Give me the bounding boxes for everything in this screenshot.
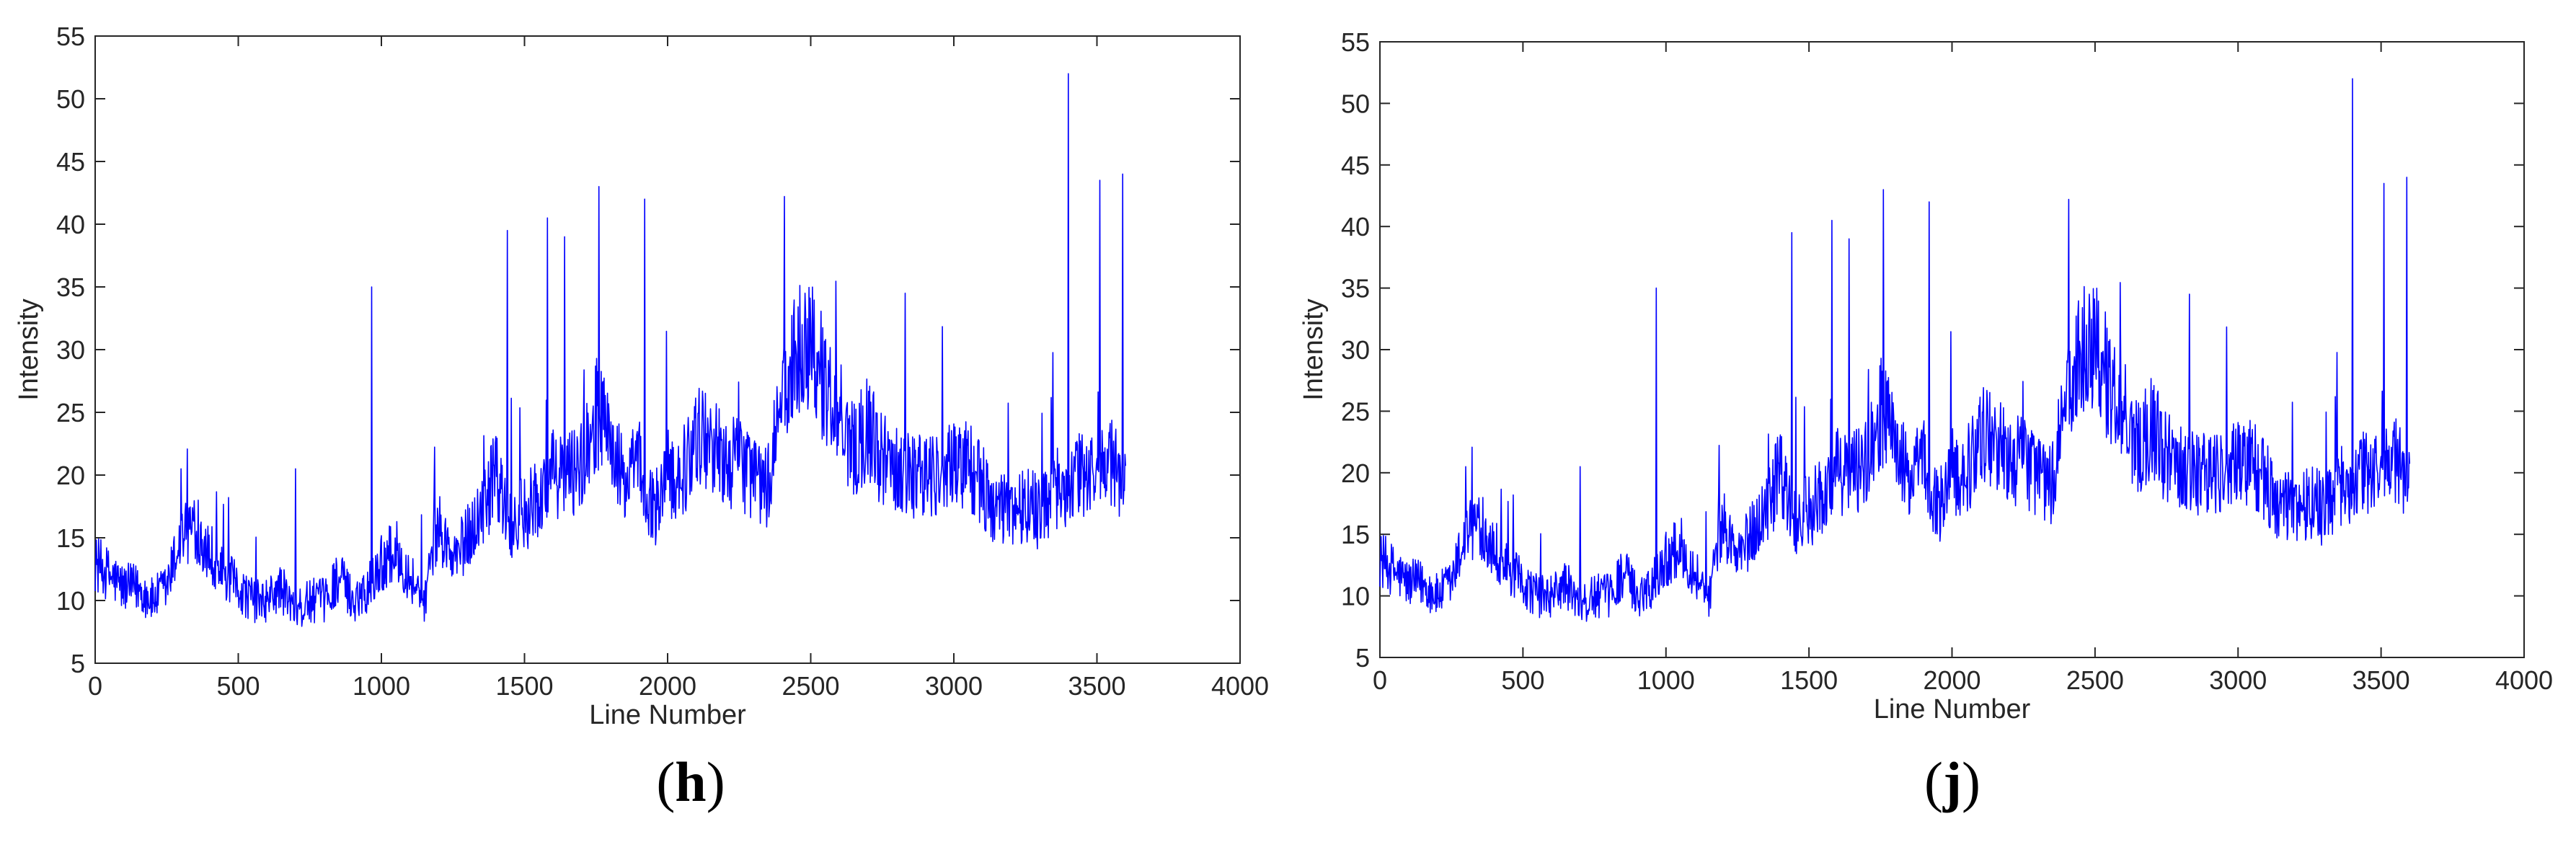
y-tick-label: 20 <box>56 461 85 490</box>
y-tick-label: 45 <box>56 147 85 177</box>
y-tick-label: 5 <box>71 649 85 678</box>
y-tick-label: 30 <box>56 335 85 365</box>
y-axis-label: Intensity <box>1298 298 1329 401</box>
x-tick-label: 2500 <box>782 671 839 701</box>
x-tick-label: 500 <box>216 671 260 701</box>
y-tick-label: 30 <box>1341 335 1370 365</box>
x-tick-label: 1000 <box>1637 665 1695 695</box>
y-tick-label: 25 <box>56 398 85 427</box>
x-tick-label: 3500 <box>2353 665 2410 695</box>
x-axis-label: Line Number <box>1874 694 2031 724</box>
x-axis-label: Line Number <box>589 700 746 730</box>
x-tick-label: 1000 <box>353 671 410 701</box>
plot-area <box>1379 41 2525 658</box>
x-tick-label: 0 <box>1373 665 1387 695</box>
intensity-series-line <box>94 73 1126 627</box>
x-tick-label: 2000 <box>1923 665 1980 695</box>
x-tick-label: 2000 <box>639 671 696 701</box>
y-axis-label: Intensity <box>14 298 44 401</box>
y-tick-label: 40 <box>56 210 85 239</box>
panel-h: 0 500 1000 1500 2000 2500 3000 3500 4000 5 10 15 20 2… <box>14 22 1269 813</box>
intensity-chart-j: 0 500 1000 1500 2000 2500 3000 3500 4000 5 10 15 20 2… <box>1298 27 2553 724</box>
y-tick-label: 35 <box>56 272 85 302</box>
x-tick-label: 3000 <box>2209 665 2267 695</box>
y-tick-label: 50 <box>1341 89 1370 118</box>
intensity-chart-h: 0 500 1000 1500 2000 2500 3000 3500 4000 5 10 15 20 2… <box>14 22 1269 730</box>
y-tick-label: 50 <box>56 84 85 114</box>
x-tick-label: 1500 <box>1780 665 1838 695</box>
y-tick-label: 40 <box>1341 212 1370 241</box>
x-tick-label: 3500 <box>1068 671 1125 701</box>
x-tick-label: 500 <box>1501 665 1544 695</box>
y-tick-label: 10 <box>56 586 85 616</box>
y-tick-label: 55 <box>56 22 85 51</box>
x-tick-label: 3000 <box>925 671 983 701</box>
panel-caption-j: (j) <box>1924 750 1980 813</box>
plot-area <box>94 35 1241 664</box>
x-tick-label: 4000 <box>2495 665 2553 695</box>
y-tick-label: 25 <box>1341 396 1370 426</box>
x-tick-label: 1500 <box>495 671 553 701</box>
panel-j: 0 500 1000 1500 2000 2500 3000 3500 4000 5 10 15 20 2… <box>1288 0 2576 842</box>
y-tick-label: 15 <box>56 523 85 553</box>
y-tick-label: 5 <box>1355 643 1370 673</box>
y-tick-label: 15 <box>1341 520 1370 549</box>
x-tick-label: 0 <box>88 671 102 701</box>
x-tick-label: 4000 <box>1211 671 1269 701</box>
intensity-series-line <box>1379 78 2411 622</box>
y-tick-label: 35 <box>1341 274 1370 303</box>
y-tick-label: 10 <box>1341 582 1370 611</box>
panel-caption-h: (h) <box>656 750 725 813</box>
x-tick-label: 2500 <box>2066 665 2124 695</box>
y-tick-label: 45 <box>1341 151 1370 180</box>
y-tick-label: 55 <box>1341 27 1370 57</box>
y-tick-label: 20 <box>1341 458 1370 488</box>
